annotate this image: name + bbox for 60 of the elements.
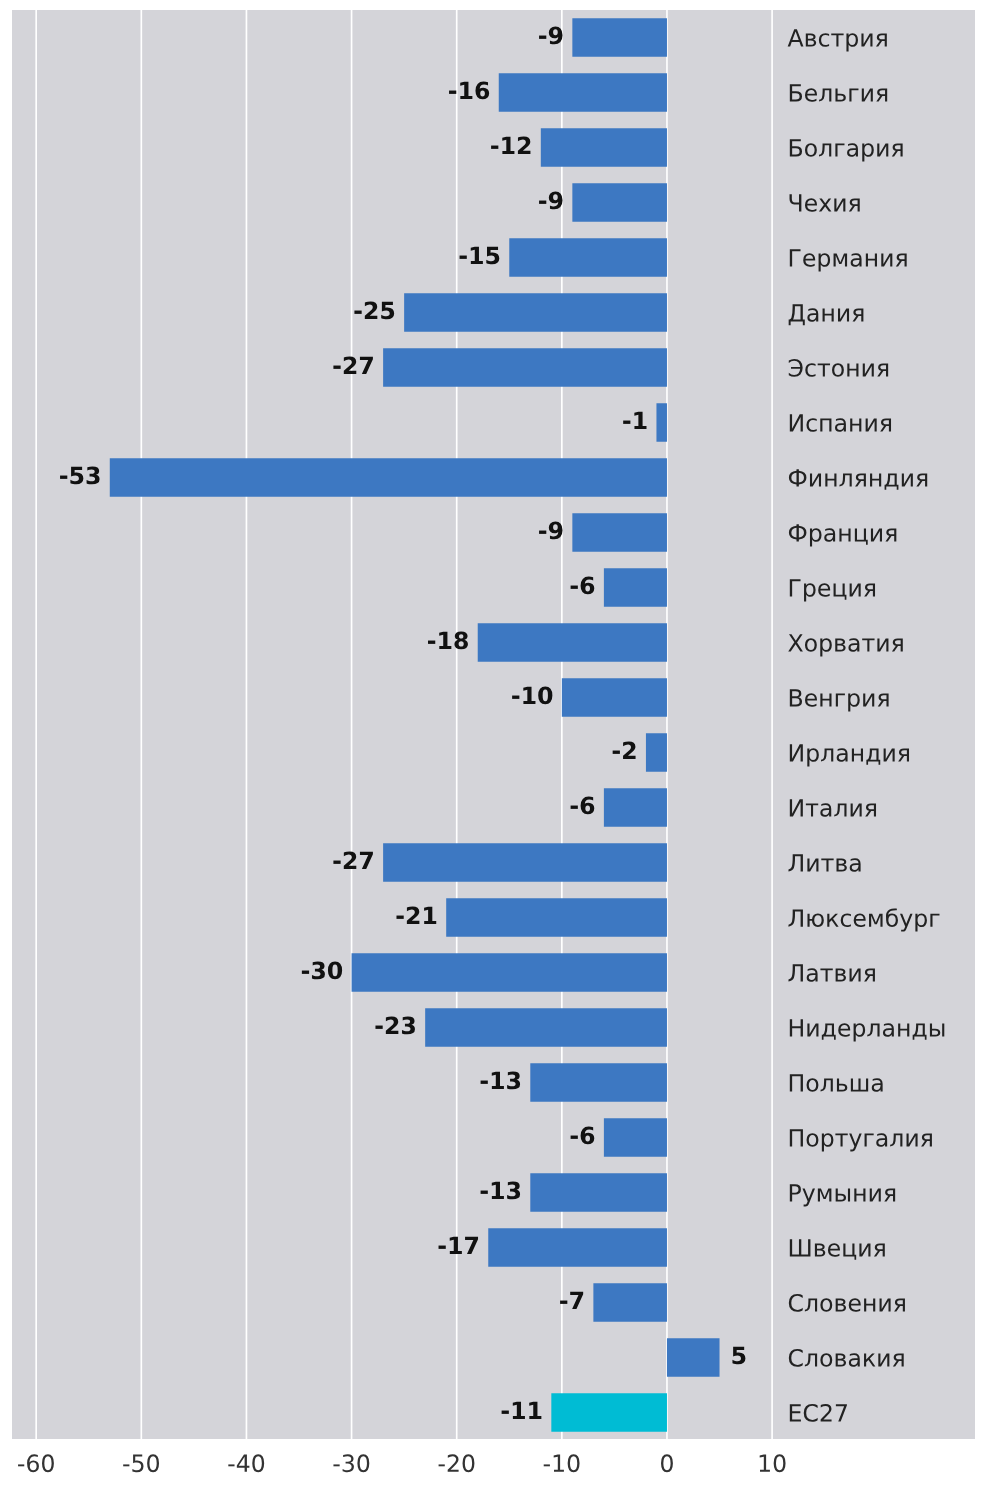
y-tick-label: Латвия — [788, 964, 875, 982]
data-label: -53 — [60, 466, 100, 485]
y-tick-label: Чехия — [789, 194, 860, 212]
y-tick-label: Болгария — [789, 139, 903, 162]
x-tick-label: -30 — [333, 1454, 370, 1473]
y-tick-label: Нидерланды — [789, 1019, 945, 1042]
x-tick-label: -60 — [18, 1454, 54, 1473]
y-tick-label: Ирландия — [789, 744, 910, 767]
data-label: -9 — [539, 26, 563, 45]
data-label: -12 — [491, 136, 531, 155]
y-tick-label: Литва — [788, 854, 861, 872]
y-tick-label: Германия — [789, 249, 907, 272]
x-tick-label: -10 — [543, 1454, 580, 1473]
data-label: -23 — [375, 1016, 415, 1035]
y-tick-label: Эстония — [788, 358, 889, 377]
x-tick-label: 10 — [759, 1454, 786, 1473]
y-tick-label: Венгрия — [789, 689, 889, 712]
data-label: -25 — [354, 301, 395, 320]
x-tick-label: 0 — [661, 1454, 673, 1473]
y-tick-label: Дания — [788, 304, 864, 326]
y-tick-label: Италия — [789, 799, 877, 817]
data-label: -6 — [570, 1126, 595, 1145]
y-tick-label: Греция — [789, 579, 876, 602]
y-tick-label: Польша — [789, 1074, 883, 1092]
data-label: -7 — [560, 1291, 584, 1310]
data-label: -1 — [623, 411, 647, 430]
y-tick-label: ЕС27 — [789, 1403, 847, 1422]
y-tick-label: Франция — [788, 524, 897, 547]
y-tick-label: Финляндия — [788, 469, 928, 490]
data-label: -2 — [612, 741, 636, 760]
data-label: -30 — [301, 961, 343, 980]
y-tick-label: Румыния — [789, 1184, 896, 1207]
y-tick-label: Испания — [789, 414, 892, 432]
y-tick-label: Бельгия — [789, 84, 888, 102]
data-label: 5 — [732, 1346, 746, 1365]
y-tick-label: Люксембург — [788, 908, 940, 932]
y-tick-label: Португалия — [789, 1129, 932, 1152]
x-tick-label: -40 — [228, 1454, 265, 1473]
data-label: -15 — [459, 246, 500, 265]
x-tick-label: -50 — [123, 1454, 160, 1473]
y-tick-label: Словакия — [788, 1348, 904, 1367]
data-label: -17 — [438, 1236, 479, 1255]
data-label: -9 — [539, 191, 563, 210]
data-label: -9 — [539, 521, 563, 540]
data-label: -10 — [512, 686, 553, 705]
data-label: -13 — [480, 1181, 521, 1200]
data-label: -6 — [570, 796, 595, 815]
y-tick-label: Австрия — [787, 29, 887, 52]
data-label: -16 — [449, 81, 490, 100]
y-tick-label: Словения — [788, 1293, 905, 1312]
data-label: -27 — [333, 356, 373, 375]
y-tick-label: Хорватия — [788, 634, 903, 657]
data-label: -27 — [333, 851, 373, 870]
data-label: -21 — [396, 906, 437, 925]
data-label: -13 — [480, 1071, 521, 1090]
data-label: -11 — [501, 1401, 542, 1420]
data-label: -18 — [428, 631, 468, 650]
data-label: -6 — [570, 576, 595, 595]
y-tick-label: Швеция — [789, 1239, 885, 1260]
x-tick-label: -20 — [438, 1454, 475, 1473]
